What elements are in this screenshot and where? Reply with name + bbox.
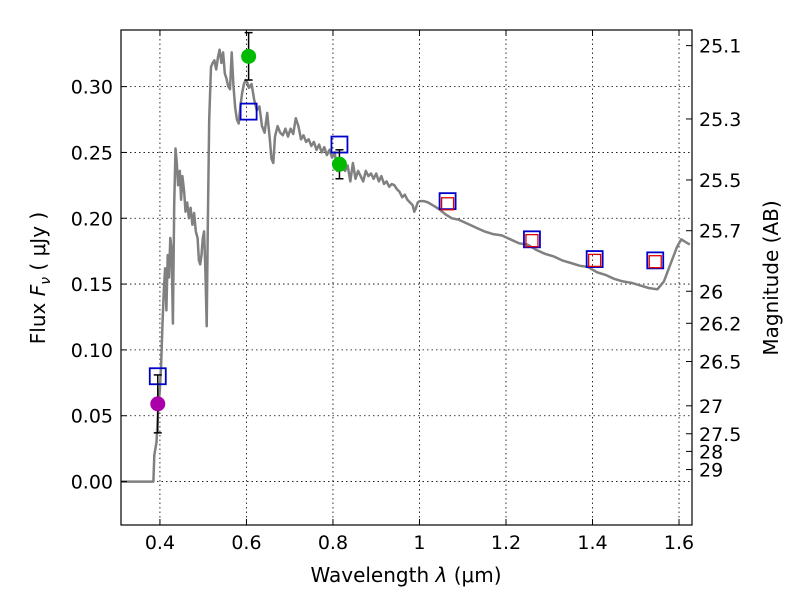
model-photometry-square — [585, 250, 604, 268]
y-tick-label: 0.10 — [71, 340, 113, 362]
sed-model-line — [121, 48, 691, 483]
right-tick-label: 27 — [699, 396, 723, 418]
right-tick-label: 25.3 — [699, 109, 741, 131]
plot-area — [121, 31, 691, 483]
y-tick-label: 0.30 — [71, 77, 113, 99]
x-tick-label: 0.6 — [231, 532, 261, 554]
x-tick-label: 0.4 — [145, 532, 175, 554]
model-photometry-inner-square — [648, 255, 662, 269]
y-axis-label: Flux Fν ( μJy ) — [26, 212, 54, 344]
observed-data-point — [241, 48, 257, 64]
observed-data-point — [331, 156, 347, 172]
right-tick-label: 25.1 — [699, 36, 741, 58]
right-tick-label: 28 — [699, 441, 723, 463]
model-photometry-inner-square — [440, 197, 455, 211]
model-photometry-inner-square — [525, 233, 539, 248]
right-tick-label: 27.5 — [699, 424, 741, 446]
y-tick-label: 0.00 — [71, 472, 113, 494]
right-tick-label: 26.2 — [699, 313, 741, 335]
model-photometry-square — [239, 102, 258, 121]
x-tick-label: 1.4 — [577, 532, 607, 554]
model-photometry-inner-square — [588, 253, 602, 268]
y-tick-label: 0.20 — [71, 208, 113, 230]
x-axis-label: Wavelength λ (μm) — [310, 563, 501, 587]
observed-data-point — [150, 396, 166, 412]
x-tick-label: 1.2 — [491, 532, 521, 554]
right-axis-label: Magnitude (AB) — [759, 200, 783, 355]
x-tick-label: 1 — [413, 532, 425, 554]
right-tick-label: 29 — [699, 460, 723, 482]
model-photometry-square — [523, 230, 541, 249]
plot-frame — [120, 29, 693, 526]
right-tick-label: 25.7 — [699, 221, 741, 243]
grid — [121, 30, 692, 525]
y-tick-label: 0.15 — [71, 274, 113, 296]
right-tick-label: 25.5 — [699, 170, 741, 192]
axes: 0.4 0.6 0.8 1 1.2 1.4 1.6 0.00 0.05 0.10 0.15 0.20 0… — [71, 29, 741, 554]
y-tick-label: 0.25 — [71, 142, 113, 164]
model-photometry-square — [646, 251, 665, 270]
right-tick-label: 26.5 — [699, 351, 741, 373]
y-tick-label: 0.05 — [71, 406, 113, 428]
x-tick-label: 0.8 — [318, 532, 348, 554]
right-tick-label: 26 — [699, 281, 723, 303]
x-tick-label: 1.6 — [664, 532, 694, 554]
